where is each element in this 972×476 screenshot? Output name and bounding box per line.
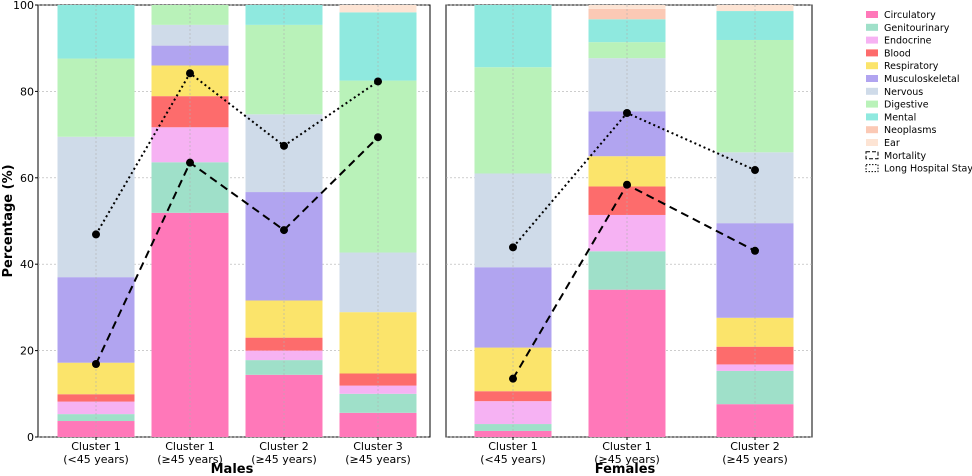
bar-segment-nervous — [151, 24, 229, 46]
bar-segment-endocrine — [151, 127, 229, 163]
x-tick-label: (≥45 years) — [251, 453, 317, 466]
y-tick-label: 20 — [20, 345, 34, 358]
legend-swatch-ear — [866, 139, 878, 146]
bar-segment-genitourinary — [716, 370, 794, 405]
y-tick-label: 60 — [20, 172, 34, 185]
bar-segment-blood — [474, 391, 552, 402]
bar-segment-blood — [339, 373, 417, 386]
bar-segment-digestive — [474, 67, 552, 174]
long-hospital-stay-point — [280, 141, 288, 150]
bar-segment-endocrine — [716, 364, 794, 371]
mortality-point — [509, 374, 517, 383]
long-hospital-stay-line — [95, 71, 379, 235]
legend-label: Respiratory — [884, 61, 939, 72]
bar-segment-blood — [716, 346, 794, 365]
x-tick-label: Cluster 1 — [165, 440, 215, 453]
bar-segment-musculoskeletal — [151, 45, 229, 66]
legend-label: Mental — [884, 112, 916, 123]
bar-segment-genitourinary — [474, 424, 552, 431]
mortality-point — [280, 226, 288, 235]
bar-segment-musculoskeletal — [57, 277, 135, 363]
long-hospital-stay-point — [509, 243, 517, 252]
legend-swatch-neoplasms — [866, 126, 878, 134]
bar-segment-digestive — [716, 39, 794, 153]
long-hospital-stay-point — [623, 109, 631, 117]
x-tick-label: Cluster 1 — [602, 440, 652, 453]
long-hospital-stay-point — [751, 166, 759, 175]
y-tick-label: 0 — [27, 431, 34, 444]
x-tick-label: (≥45 years) — [157, 453, 223, 466]
legend-label: Mortality — [884, 151, 926, 162]
x-tick-label: (≥45 years) — [594, 453, 660, 466]
x-tick-label: Cluster 2 — [730, 440, 780, 453]
bar-segment-nervous — [716, 152, 794, 224]
bar-segment-circulatory — [339, 412, 417, 437]
legend-label: Genitourinary — [884, 23, 950, 34]
bar-segment-ear — [716, 5, 794, 12]
bar-segment-genitourinary — [245, 360, 323, 375]
mortality-point — [623, 180, 631, 189]
x-tick-label: Cluster 2 — [259, 440, 309, 453]
legend-swatch-musculoskeletal — [866, 75, 878, 82]
legend-swatch-endocrine — [866, 36, 878, 44]
y-tick-label: 80 — [20, 85, 34, 98]
panel-1-xlabel: Females — [595, 462, 656, 476]
legend-swatch-circulatory — [866, 11, 878, 18]
panel-0-xlabel: Males — [211, 462, 254, 476]
x-tick-label: (<45 years) — [480, 453, 546, 466]
legend-swatch-digestive — [866, 100, 878, 108]
long-hospital-stay-point — [374, 77, 382, 86]
bar-segment-genitourinary — [339, 393, 417, 413]
x-tick-label: (≥45 years) — [722, 453, 788, 466]
x-tick-label: Cluster 1 — [71, 440, 121, 453]
legend-swatch-respiratory — [866, 62, 878, 70]
y-axis-title: Percentage (%) — [1, 164, 16, 277]
legend-swatch-genitourinary — [866, 23, 878, 31]
legend-swatch-blood — [866, 49, 878, 57]
bar-segment-endocrine — [245, 350, 323, 361]
bar-segment-endocrine — [57, 401, 135, 415]
legend-swatch-nervous — [866, 87, 878, 95]
legend-label: Blood — [884, 48, 911, 59]
legend-label: Ear — [884, 138, 900, 149]
bar-segment-ear — [339, 5, 417, 13]
mortality-point — [751, 246, 759, 255]
legend-label: Endocrine — [884, 36, 932, 47]
mortality-point — [186, 158, 194, 167]
legend-swatch-mental — [866, 113, 878, 121]
legend-swatch-line — [865, 151, 879, 160]
legend-label: Musculoskeletal — [884, 74, 960, 85]
x-tick-label: Cluster 1 — [488, 440, 538, 453]
long-hospital-stay-point — [92, 230, 100, 239]
legend-label: Nervous — [884, 87, 923, 98]
legend-label: Long Hospital Stay — [884, 164, 972, 175]
x-tick-label: (<45 years) — [63, 453, 129, 466]
females-panel: Cluster 1(<45 years)Cluster 1(≥45 years)… — [445, 4, 813, 466]
x-tick-label: (≥45 years) — [345, 453, 411, 466]
bar-segment-endocrine — [474, 401, 552, 425]
mortality-line — [95, 136, 379, 365]
bar-segment-blood — [245, 337, 323, 351]
legend-label: Neoplasms — [884, 125, 936, 136]
bar-segment-mental — [474, 5, 552, 68]
y-tick-label: 100 — [13, 0, 34, 12]
bar-segment-musculoskeletal — [474, 267, 552, 348]
mortality-point — [374, 133, 382, 142]
long-hospital-stay-point — [186, 69, 194, 78]
y-tick-label: 40 — [20, 258, 34, 271]
x-tick-label: Cluster 3 — [353, 440, 403, 453]
legend-label: Digestive — [884, 100, 929, 111]
legend-label: Circulatory — [884, 10, 936, 21]
mortality-point — [92, 359, 100, 368]
legend-swatch-line — [865, 164, 879, 173]
